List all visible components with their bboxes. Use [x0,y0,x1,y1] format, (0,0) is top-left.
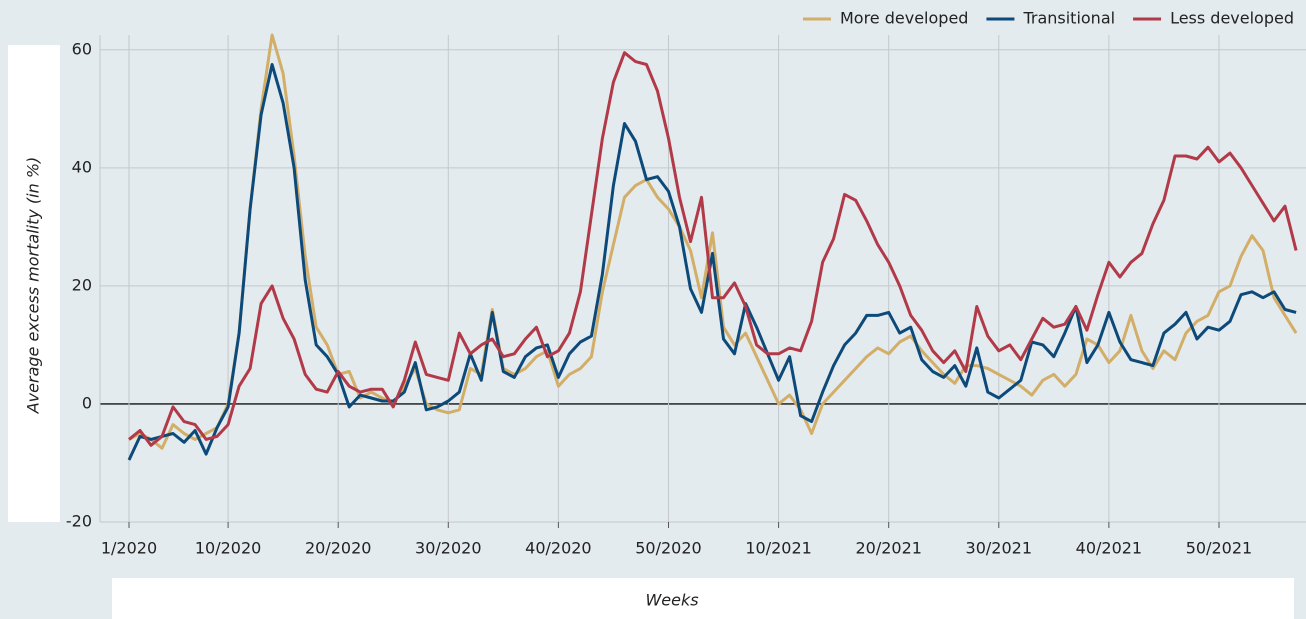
x-tick-label: 1/2020 [101,539,157,558]
x-label-box [112,578,1294,619]
grid: -20 0 20 40 60 1/2020 10/2020 20/2020 30/2020 40/… [66,35,1306,558]
x-axis-label: Weeks [645,591,698,610]
x-tick-label: 30/2020 [415,539,481,558]
legend-label: Transitional [1022,9,1115,28]
x-tick-label: 40/2021 [1076,539,1142,558]
legend-label: Less developed [1170,9,1294,28]
series-line [127,63,1297,461]
series-line [128,33,1298,450]
y-tick-label: 0 [82,393,92,412]
x-tick-label: 10/2021 [745,539,811,558]
x-tick-label: 30/2021 [966,539,1032,558]
y-axis-label: Average excess mortality (in %) [24,157,43,415]
legend-label: More developed [840,9,968,28]
y-tick-label: -20 [66,512,92,531]
x-tick-label: 20/2020 [305,539,371,558]
x-tick-label: 50/2020 [635,539,701,558]
y-label-box [8,45,60,522]
y-tick-label: 20 [72,275,92,294]
x-tick-label: 40/2020 [525,539,591,558]
lines [127,33,1298,461]
x-tick-label: 50/2021 [1186,539,1252,558]
series-line [128,51,1298,447]
y-tick-label: 60 [72,39,92,58]
legend: Less developed Transitional More developed [802,9,1294,28]
x-tick-label: 10/2020 [195,539,261,558]
x-tick-label: 20/2021 [855,539,921,558]
y-tick-label: 40 [72,157,92,176]
